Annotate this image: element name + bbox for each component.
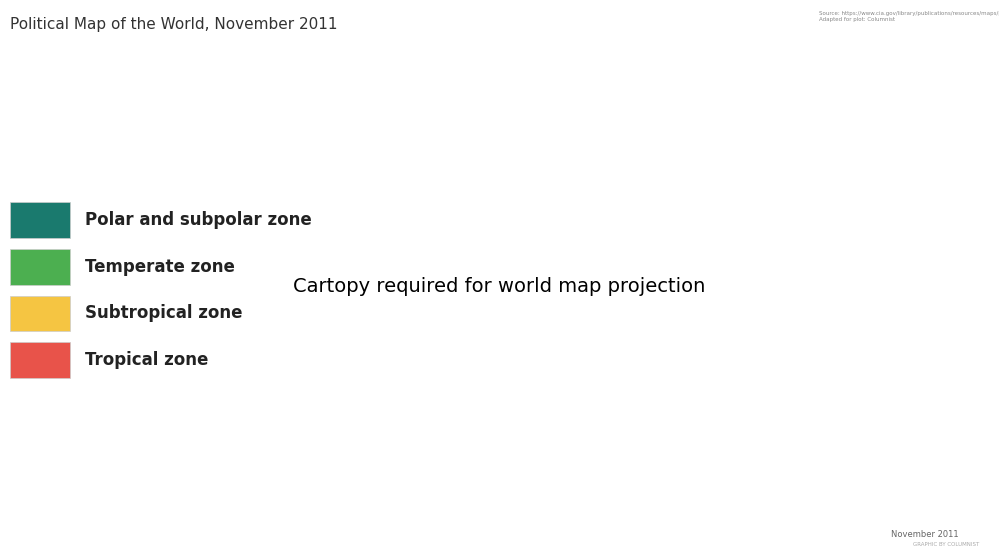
Text: Polar and subpolar zone: Polar and subpolar zone xyxy=(85,211,312,229)
Text: Cartopy required for world map projection: Cartopy required for world map projectio… xyxy=(294,277,705,295)
Text: Temperate zone: Temperate zone xyxy=(85,258,235,276)
Text: GRAPHIC BY COLUMNIST: GRAPHIC BY COLUMNIST xyxy=(913,542,979,547)
Text: Tropical zone: Tropical zone xyxy=(85,351,208,369)
Text: November 2011: November 2011 xyxy=(891,530,959,539)
Text: Political Map of the World, November 2011: Political Map of the World, November 201… xyxy=(10,16,338,31)
Text: Source: https://www.cia.gov/library/publications/resources/maps/political-world-: Source: https://www.cia.gov/library/publ… xyxy=(819,11,999,22)
Text: Subtropical zone: Subtropical zone xyxy=(85,305,243,322)
